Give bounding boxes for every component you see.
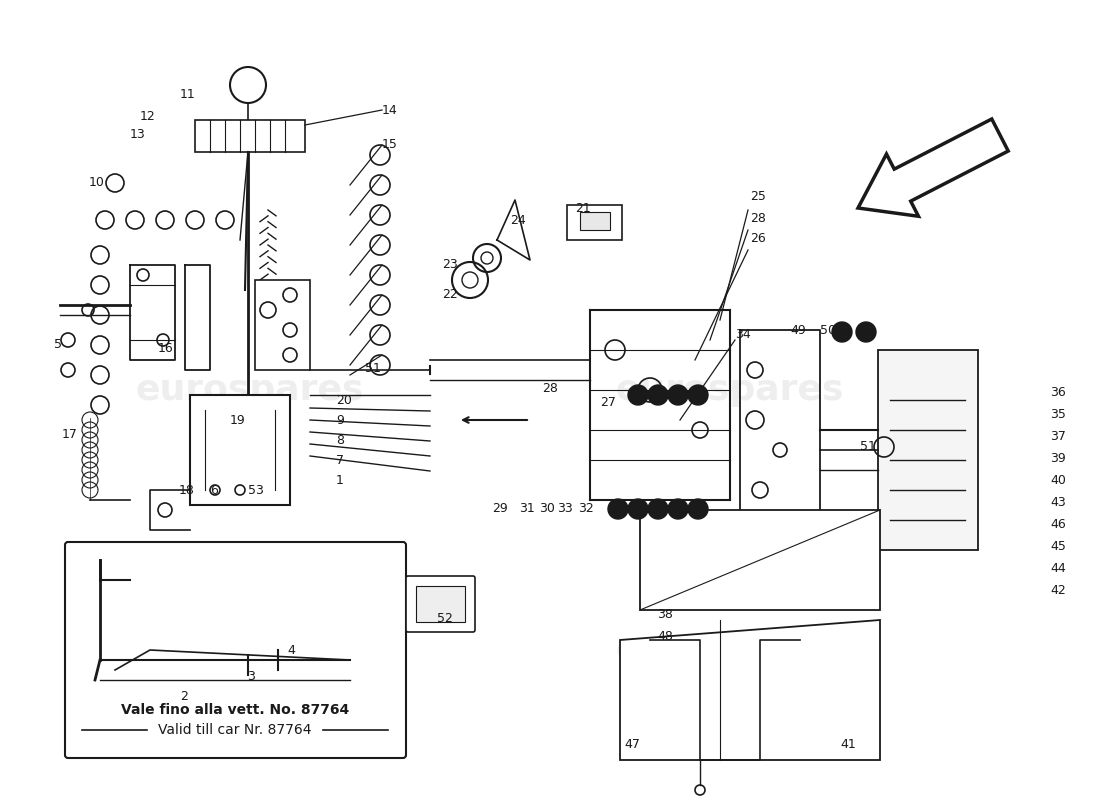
Text: eurospares: eurospares	[135, 633, 364, 667]
Text: 43: 43	[1050, 497, 1066, 510]
Text: eurospares: eurospares	[616, 633, 845, 667]
Bar	[255, 280, 310, 370]
Text: 27: 27	[600, 397, 616, 410]
Text: 42: 42	[1050, 585, 1066, 598]
Circle shape	[668, 499, 688, 519]
Text: 20: 20	[336, 394, 352, 406]
Polygon shape	[620, 620, 880, 760]
Text: 9: 9	[336, 414, 344, 426]
Text: 22: 22	[442, 289, 458, 302]
Text: 48: 48	[657, 630, 673, 642]
Text: eurospares: eurospares	[135, 373, 364, 407]
Text: 4: 4	[287, 643, 295, 657]
Text: 47: 47	[624, 738, 640, 751]
Circle shape	[648, 385, 668, 405]
Polygon shape	[858, 119, 1009, 216]
Text: 51: 51	[860, 441, 876, 454]
Text: Valid till car Nr. 87764: Valid till car Nr. 87764	[158, 723, 311, 737]
Text: Vale fino alla vett. No. 87764: Vale fino alla vett. No. 87764	[121, 703, 349, 717]
Text: 23: 23	[442, 258, 458, 271]
Text: 29: 29	[493, 502, 508, 514]
Text: 6: 6	[210, 483, 218, 497]
Text: 10: 10	[89, 177, 104, 190]
Text: 52: 52	[437, 611, 453, 625]
Text: 36: 36	[1050, 386, 1066, 399]
Text: 50: 50	[820, 323, 836, 337]
Text: 39: 39	[1050, 453, 1066, 466]
Text: 40: 40	[1050, 474, 1066, 487]
Text: 7: 7	[336, 454, 344, 466]
Text: 31: 31	[519, 502, 535, 514]
Text: 5: 5	[54, 338, 62, 351]
Text: 18: 18	[179, 483, 195, 497]
Bar	[416, 586, 465, 622]
Text: 13: 13	[130, 129, 145, 142]
Bar	[190, 395, 290, 505]
Text: 2: 2	[180, 690, 188, 702]
Bar	[566, 205, 621, 240]
Text: 28: 28	[542, 382, 558, 394]
Bar	[580, 212, 611, 230]
Text: 19: 19	[229, 414, 245, 426]
Text: 38: 38	[657, 607, 673, 621]
Text: 28: 28	[750, 211, 766, 225]
FancyBboxPatch shape	[65, 542, 406, 758]
Bar	[640, 510, 880, 610]
Text: 51: 51	[365, 362, 381, 374]
Text: 33: 33	[558, 502, 573, 514]
Text: 14: 14	[382, 103, 398, 117]
Text: 25: 25	[750, 190, 766, 202]
Text: 41: 41	[840, 738, 856, 751]
Text: 8: 8	[336, 434, 344, 446]
Text: 44: 44	[1050, 562, 1066, 575]
Text: 45: 45	[1050, 541, 1066, 554]
Circle shape	[668, 385, 688, 405]
Text: 3: 3	[248, 670, 255, 682]
Text: 26: 26	[750, 231, 766, 245]
Text: 16: 16	[157, 342, 173, 354]
Text: 37: 37	[1050, 430, 1066, 443]
Text: 24: 24	[510, 214, 526, 226]
Text: 49: 49	[790, 323, 805, 337]
Circle shape	[608, 499, 628, 519]
Text: 46: 46	[1050, 518, 1066, 531]
Circle shape	[628, 385, 648, 405]
Text: 1: 1	[336, 474, 344, 486]
Text: 30: 30	[539, 502, 556, 514]
Text: 34: 34	[735, 329, 750, 342]
Text: 17: 17	[62, 429, 78, 442]
Text: 12: 12	[140, 110, 155, 123]
Circle shape	[648, 499, 668, 519]
Text: 32: 32	[579, 502, 594, 514]
Circle shape	[628, 499, 648, 519]
Circle shape	[688, 385, 708, 405]
Circle shape	[832, 322, 852, 342]
Text: 15: 15	[382, 138, 398, 151]
Text: eurospares: eurospares	[616, 373, 845, 407]
FancyBboxPatch shape	[406, 576, 475, 632]
Text: 35: 35	[1050, 409, 1066, 422]
Circle shape	[856, 322, 876, 342]
Text: 11: 11	[179, 89, 195, 102]
Text: 21: 21	[575, 202, 591, 214]
Bar	[878, 350, 978, 550]
Circle shape	[688, 499, 708, 519]
Bar	[195, 120, 305, 152]
Text: 53: 53	[248, 483, 264, 497]
